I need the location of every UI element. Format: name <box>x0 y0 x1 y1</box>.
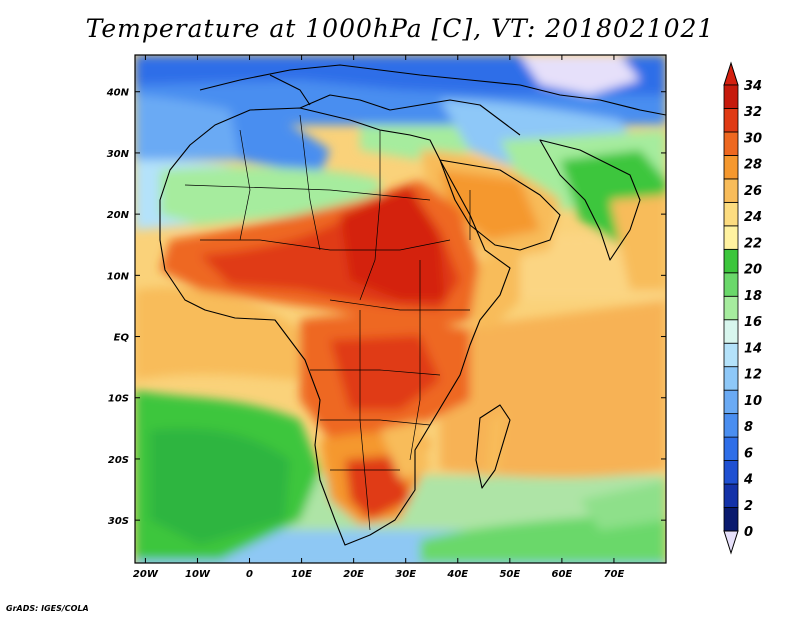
lat-tick-label: 20S <box>108 455 129 466</box>
lat-tick-label: 30N <box>107 149 130 160</box>
colorbar-label: 0 <box>744 525 753 540</box>
lon-tick-label: 20E <box>343 569 364 580</box>
lat-tick-label: 40N <box>106 88 130 99</box>
lat-tick-label: 10N <box>107 271 130 282</box>
colorbar-swatch <box>723 272 739 297</box>
colorbar-swatch <box>723 436 739 461</box>
lon-tick-label: 60E <box>552 569 573 580</box>
lon-tick-label: 40E <box>446 569 468 580</box>
colorbar-swatch <box>723 155 739 180</box>
colorbar-swatch <box>723 225 739 250</box>
colorbar-swatch <box>723 295 739 321</box>
colorbar-swatch <box>723 413 739 438</box>
colorbar-label: 32 <box>744 105 762 120</box>
colorbar-swatch <box>723 366 739 391</box>
colorbar-label: 12 <box>744 368 762 383</box>
colorbar-swatch <box>723 108 739 133</box>
lon-tick-label: 30E <box>395 569 416 580</box>
colorbar-label: 20 <box>744 263 762 278</box>
colorbar-swatch <box>723 460 739 485</box>
lon-tick-label: 10W <box>185 569 211 580</box>
colorbar-label: 2 <box>744 499 753 514</box>
credit-text: GrADS: IGES/COLA <box>6 604 89 613</box>
coastlines <box>159 64 666 546</box>
colorbar-swatch <box>723 178 739 203</box>
colorbar-swatch <box>723 389 739 415</box>
colorbar-label: 4 <box>743 473 753 488</box>
colorbar-label: 18 <box>744 289 762 304</box>
colorbar-swatch <box>723 342 739 368</box>
colorbar-under-triangle <box>723 530 739 555</box>
colorbar-swatch <box>723 201 739 227</box>
plot-frame <box>134 54 667 564</box>
longitude-axis: 20W 10W 0 10E 20E 30E 40E 50E 60E 70E <box>133 55 625 580</box>
colorbar-label: 6 <box>744 446 753 461</box>
colorbar-label: 28 <box>744 158 762 173</box>
colorbar-swatch <box>723 131 739 156</box>
colorbar-label: 10 <box>744 394 762 409</box>
colorbar-label: 30 <box>744 131 762 146</box>
colorbar-label: 16 <box>744 315 762 330</box>
colorbar-swatch <box>723 483 739 508</box>
lon-tick-label: 70E <box>604 569 625 580</box>
colorbar-over-triangle <box>723 61 739 86</box>
colorbar-label: 24 <box>744 210 762 225</box>
colorbar-label: 8 <box>744 420 753 435</box>
colorbar-swatch <box>723 248 739 274</box>
latitude-axis: 40N 30N 20N 10N EQ 10S 20S 30S <box>106 88 666 527</box>
colorbar-label: 26 <box>744 184 762 199</box>
country-borders <box>184 114 471 531</box>
map-title: Temperature at 1000hPa [C], VT: 20180210… <box>85 14 715 43</box>
lat-tick-label: 30S <box>108 516 129 527</box>
lon-tick-label: 20W <box>133 569 159 580</box>
colorbar-label: 14 <box>744 341 762 356</box>
colorbar-swatch <box>723 507 739 532</box>
lon-tick-label: 50E <box>499 569 520 580</box>
lat-tick-label: 10S <box>108 394 129 405</box>
colorbar-swatch <box>723 319 739 344</box>
colorbar-swatch <box>723 84 739 109</box>
lat-tick-label: EQ <box>114 333 130 344</box>
colorbar-label: 34 <box>744 79 762 94</box>
colorbar-label: 22 <box>744 236 762 251</box>
lat-tick-label: 20N <box>107 210 130 221</box>
lon-tick-label: 10E <box>291 569 312 580</box>
temperature-field <box>135 55 666 563</box>
lon-tick-label: 0 <box>246 569 253 580</box>
